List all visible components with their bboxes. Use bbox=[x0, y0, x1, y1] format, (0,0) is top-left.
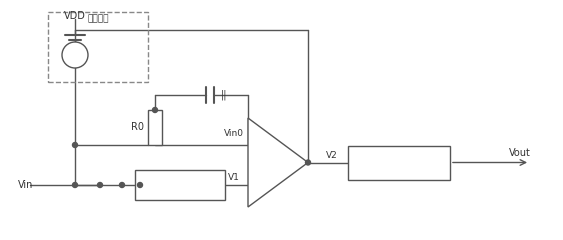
Circle shape bbox=[153, 108, 158, 113]
Text: V1: V1 bbox=[228, 174, 240, 182]
Text: Vout: Vout bbox=[509, 149, 531, 158]
Bar bbox=[135, 170, 225, 200]
Circle shape bbox=[73, 143, 78, 148]
Circle shape bbox=[119, 182, 124, 187]
Text: -: - bbox=[255, 180, 259, 190]
Text: VDD: VDD bbox=[64, 11, 86, 21]
Text: 低通滤波器: 低通滤波器 bbox=[166, 180, 194, 190]
Text: +: + bbox=[252, 135, 262, 145]
Circle shape bbox=[62, 42, 88, 68]
Polygon shape bbox=[248, 118, 308, 207]
Text: V2: V2 bbox=[326, 151, 338, 160]
Text: 迟滞整形单元: 迟滞整形单元 bbox=[382, 158, 416, 167]
Circle shape bbox=[73, 182, 78, 187]
Circle shape bbox=[97, 182, 102, 187]
Bar bbox=[348, 145, 450, 180]
Text: Vin: Vin bbox=[18, 180, 33, 190]
Circle shape bbox=[137, 182, 142, 187]
Text: R0: R0 bbox=[131, 122, 144, 132]
Circle shape bbox=[306, 160, 311, 165]
Text: 差分放大器: 差分放大器 bbox=[270, 158, 293, 167]
Bar bbox=[148, 110, 162, 145]
Bar bbox=[48, 12, 148, 82]
Text: ||: || bbox=[221, 90, 227, 100]
Text: Vin0: Vin0 bbox=[224, 128, 244, 138]
Text: 限幅单元: 限幅单元 bbox=[87, 14, 109, 24]
